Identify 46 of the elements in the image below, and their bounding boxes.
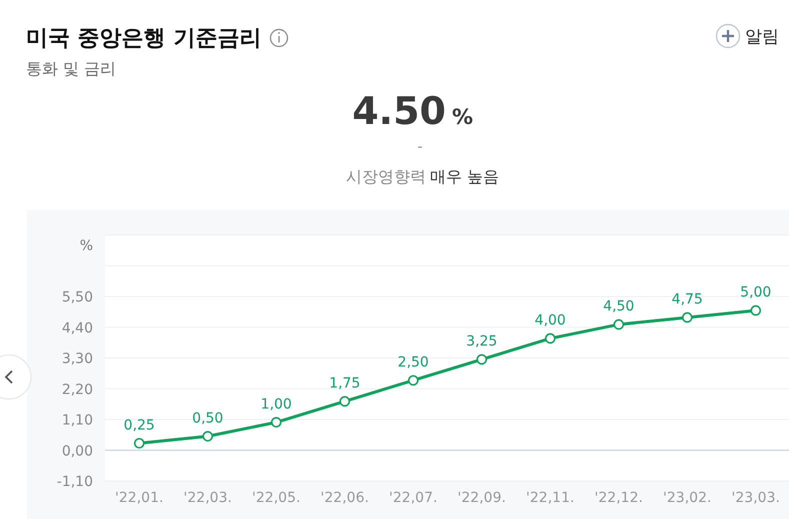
x-tick-label: '22,06. [320, 490, 369, 506]
y-tick-label: 0,00 [62, 443, 93, 460]
y-tick-label: -1,10 [56, 474, 93, 490]
data-label: 4,75 [672, 291, 703, 308]
point [544, 333, 556, 344]
point [270, 416, 282, 428]
x-tick-label: '22,07. [389, 490, 438, 506]
point [476, 354, 488, 365]
data-label: 1,00 [260, 396, 292, 412]
y-tick-label: 1,10 [62, 412, 93, 428]
y-tick-label: 4,40 [62, 320, 93, 336]
y-axis-title: % [80, 238, 93, 254]
text: - [417, 139, 423, 155]
point [134, 438, 145, 449]
x-tick-label: '22,03. [184, 490, 232, 506]
text: 매우 높음 [430, 167, 500, 186]
data-label: 2,50 [398, 354, 429, 370]
x-tick-label: '23,03. [732, 490, 780, 506]
text: % [452, 105, 474, 129]
x-tick-label: '23,02. [663, 490, 712, 506]
x-tick-label: '22,12. [594, 490, 643, 506]
chart-title: 미국 중앙은행 기준금리 [26, 26, 262, 51]
point [202, 430, 214, 442]
data-label: 4,50 [603, 298, 634, 314]
y-tick-label: 2,20 [62, 382, 93, 398]
y-tick-label: 3,30 [62, 351, 93, 367]
point [339, 396, 350, 407]
point [750, 305, 762, 316]
data-label: 1,75 [329, 375, 360, 392]
point [613, 319, 624, 330]
data-label: 3,25 [466, 333, 498, 350]
text: 알림 [745, 27, 779, 47]
x-tick-label: '22,11. [526, 490, 574, 506]
text: 시장영향력 [346, 167, 426, 186]
point [408, 375, 419, 386]
data-label: 4,00 [534, 312, 566, 328]
y-tick-label: 5,50 [62, 290, 93, 306]
data-label: 5,00 [740, 284, 772, 300]
chart-subtitle: 통화 및 금리 [26, 59, 116, 78]
data-label: 0,25 [124, 417, 155, 434]
data-label: 0,50 [192, 410, 224, 426]
x-tick-label: '22,01. [115, 490, 164, 506]
x-tick-label: '22,09. [458, 490, 506, 506]
text: 4.50 [352, 89, 446, 133]
point [682, 312, 693, 323]
x-tick-label: '22,05. [252, 490, 300, 506]
